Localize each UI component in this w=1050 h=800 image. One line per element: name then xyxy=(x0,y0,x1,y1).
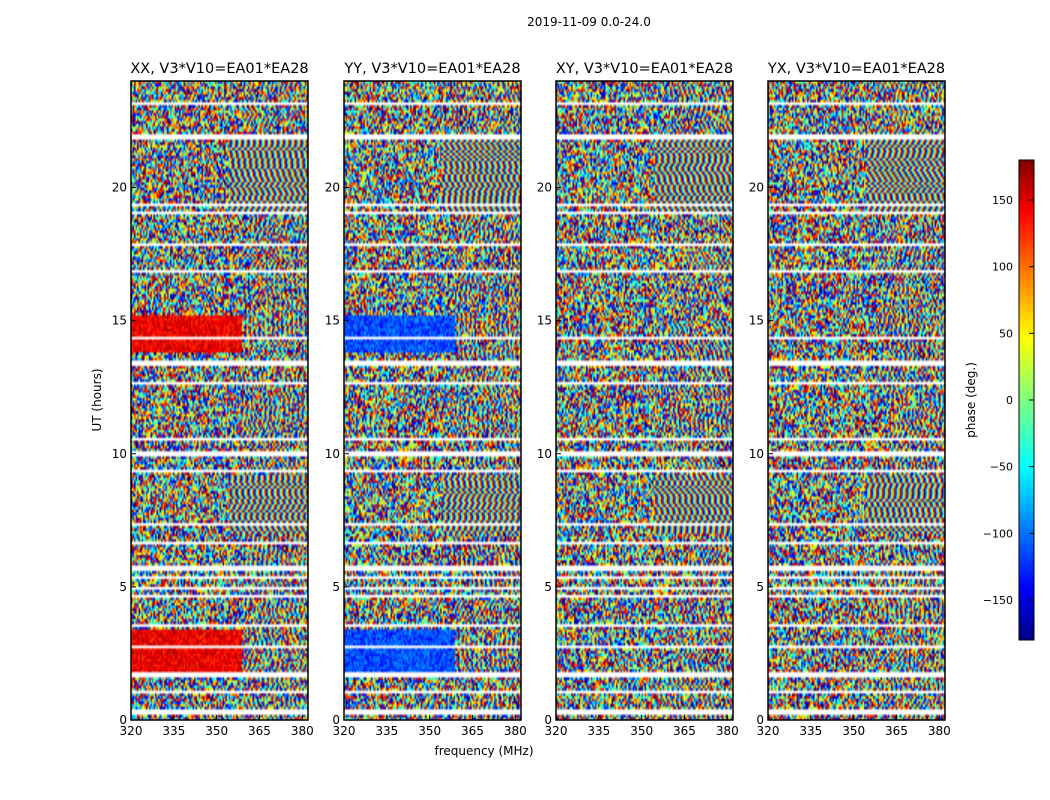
y-tick-label: 15 xyxy=(325,314,340,328)
y-tick-label: 20 xyxy=(749,181,764,195)
phase-heatmap-image xyxy=(344,81,521,720)
panel-title: YX, V3*V10=EA01*EA28 xyxy=(767,61,945,77)
phase-heatmap-image xyxy=(556,81,733,720)
y-tick-label: 15 xyxy=(749,314,764,328)
y-tick-label: 5 xyxy=(332,580,340,594)
panel-title: XX, V3*V10=EA01*EA28 xyxy=(130,61,308,77)
x-tick-label: 380 xyxy=(928,724,951,738)
y-tick-label: 10 xyxy=(537,447,552,461)
x-tick-label: 365 xyxy=(248,724,271,738)
x-tick-label: 350 xyxy=(205,724,228,738)
y-tick-label: 15 xyxy=(112,314,127,328)
colorbar-tick-label: 0 xyxy=(1006,394,1013,407)
colorbar-tick-label: 100 xyxy=(992,261,1013,274)
x-tick-label: 335 xyxy=(375,724,398,738)
panel-frame xyxy=(343,80,522,721)
panel-frame xyxy=(130,80,309,721)
x-tick-label: 380 xyxy=(291,724,314,738)
y-axis-label: UT (hours) xyxy=(90,368,104,431)
y-tick-label: 15 xyxy=(537,314,552,328)
x-tick-label: 365 xyxy=(461,724,484,738)
x-tick-label: 380 xyxy=(504,724,527,738)
y-tick-label: 0 xyxy=(756,713,764,727)
colorbar-tick-label: −150 xyxy=(983,594,1013,607)
phase-heatmap-image xyxy=(768,81,945,720)
x-tick-label: 365 xyxy=(885,724,908,738)
panel-yx: YX, V3*V10=EA01*EA28 320 335 350 365 380 0 5 10… xyxy=(749,61,951,738)
y-tick-label: 10 xyxy=(325,447,340,461)
y-tick-label: 5 xyxy=(544,580,552,594)
x-tick-label: 335 xyxy=(162,724,185,738)
colorbar: phase (deg.) 150 100 50 0 −50 −100 −150 xyxy=(964,159,1035,641)
x-tick-label: 380 xyxy=(716,724,739,738)
panel-xy: XY, V3*V10=EA01*EA28 320 335 350 365 380 0 5 10… xyxy=(537,61,739,738)
x-tick-label: 350 xyxy=(418,724,441,738)
y-tick-label: 20 xyxy=(112,181,127,195)
x-tick-label: 350 xyxy=(630,724,653,738)
colorbar-label: phase (deg.) xyxy=(964,362,978,438)
x-tick-label: 320 xyxy=(120,724,143,738)
colorbar-tick-label: 150 xyxy=(992,194,1013,207)
y-tick-label: 5 xyxy=(119,580,127,594)
x-tick-label: 365 xyxy=(673,724,696,738)
y-tick-label: 20 xyxy=(325,181,340,195)
colorbar-tick-label: 50 xyxy=(999,327,1013,340)
x-tick-label: 335 xyxy=(587,724,610,738)
x-tick-label: 320 xyxy=(757,724,780,738)
colorbar-tick-label: −50 xyxy=(990,461,1013,474)
panel-xx: XX, V3*V10=EA01*EA28 320 335 350 365 380 0 5 10… xyxy=(112,61,314,738)
y-tick-label: 0 xyxy=(544,713,552,727)
panel-title: YY, V3*V10=EA01*EA28 xyxy=(343,61,520,77)
panel-title: XY, V3*V10=EA01*EA28 xyxy=(556,61,733,77)
y-tick-label: 10 xyxy=(112,447,127,461)
x-tick-label: 350 xyxy=(842,724,865,738)
y-tick-label: 20 xyxy=(537,181,552,195)
x-tick-label: 320 xyxy=(545,724,568,738)
x-axis-label: frequency (MHz) xyxy=(434,744,533,758)
panel-frame xyxy=(555,80,734,721)
panel-frame xyxy=(767,80,946,721)
x-tick-label: 335 xyxy=(799,724,822,738)
figure-suptitle: 2019-11-09 0.0-24.0 xyxy=(527,15,651,29)
y-tick-label: 0 xyxy=(119,713,127,727)
x-tick-label: 320 xyxy=(333,724,356,738)
colorbar-tick-label: −100 xyxy=(983,527,1013,540)
y-tick-label: 10 xyxy=(749,447,764,461)
y-tick-label: 5 xyxy=(756,580,764,594)
phase-heatmap-image xyxy=(131,81,308,720)
panel-yy: YY, V3*V10=EA01*EA28 320 335 350 365 380 0 5 10… xyxy=(325,61,527,738)
y-tick-label: 0 xyxy=(332,713,340,727)
